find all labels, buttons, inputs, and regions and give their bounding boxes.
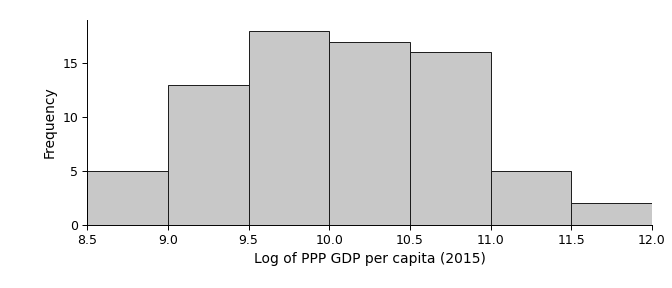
X-axis label: Log of PPP GDP per capita (2015): Log of PPP GDP per capita (2015) xyxy=(253,252,486,266)
Bar xyxy=(168,85,249,225)
Bar xyxy=(571,203,652,225)
Bar xyxy=(410,52,491,225)
Bar xyxy=(491,171,571,225)
Bar xyxy=(329,42,410,225)
Y-axis label: Frequency: Frequency xyxy=(43,86,57,158)
Bar xyxy=(249,31,329,225)
Bar xyxy=(87,171,168,225)
